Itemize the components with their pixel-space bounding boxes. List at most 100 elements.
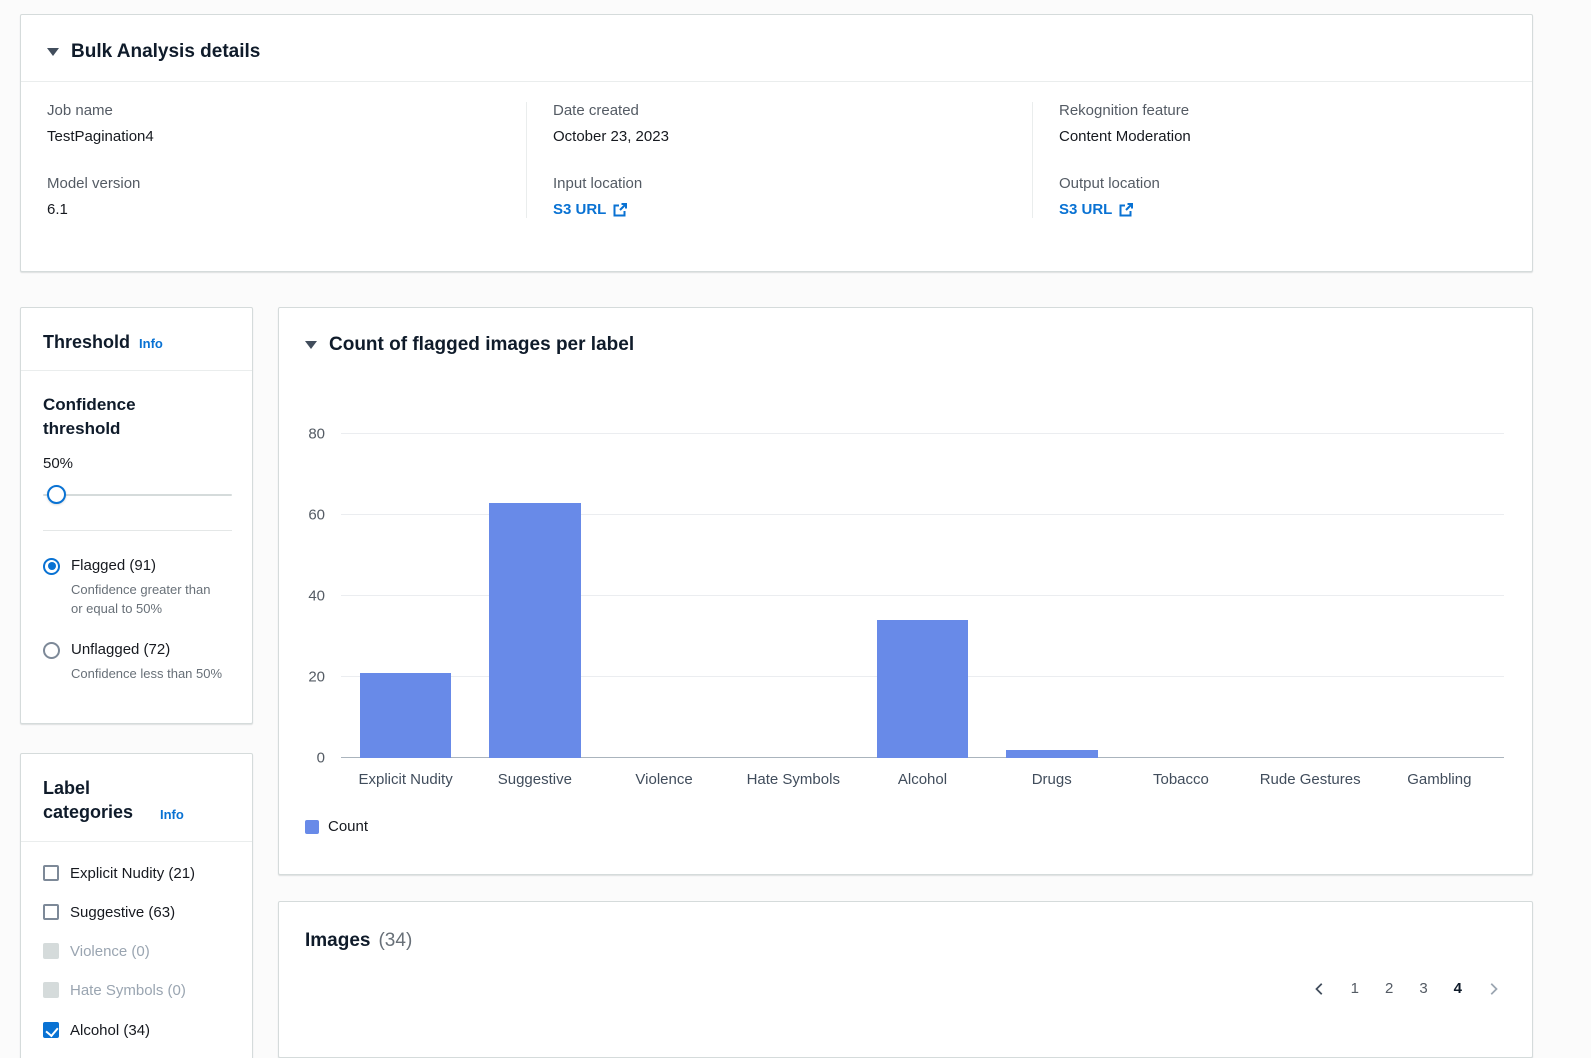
confidence-threshold-value: 50% (43, 454, 74, 472)
label-category-item[interactable]: Violence (0) (43, 942, 232, 962)
field-date-created: Date created October 23, 2023 (553, 102, 1006, 145)
x-axis-label: Suggestive (497, 771, 572, 788)
threshold-info-link[interactable]: Info (139, 336, 163, 352)
threshold-title: Threshold (43, 332, 131, 352)
gridline (341, 514, 1504, 515)
chart-legend: Count (305, 818, 1504, 835)
unflagged-option[interactable]: Unflagged (72) Confidence less than 50% (43, 641, 232, 684)
flagged-option[interactable]: Flagged (91) Confidence greater than or … (43, 557, 232, 619)
details-panel-header: Bulk Analysis details (21, 15, 1532, 82)
chart-title: Count of flagged images per label (329, 334, 635, 355)
details-column-3: Rekognition feature Content Moderation O… (1032, 102, 1532, 218)
output-s3-url-link[interactable]: S3 URL (1059, 201, 1134, 218)
flagged-filter-group: Flagged (91) Confidence greater than or … (43, 557, 232, 684)
label-categories-header: Label categories Info (21, 754, 252, 842)
field-input-location: Input location S3 URL (553, 175, 1006, 218)
threshold-header: Threshold Info (21, 308, 252, 372)
bar-explicit-nudity[interactable] (359, 672, 452, 758)
radio-icon[interactable] (43, 557, 60, 575)
chart-x-labels: Explicit Nudity Suggestive Violence Hate Sy… (341, 771, 1504, 788)
collapse-caret-icon[interactable] (305, 341, 317, 349)
unflagged-option-description: Confidence less than 50% (71, 665, 223, 681)
chevron-right-icon (1490, 982, 1498, 995)
input-s3-url-link[interactable]: S3 URL (553, 201, 628, 218)
x-axis-label: Explicit Nudity (358, 771, 453, 788)
checkbox-label: Alcohol (34) (70, 1021, 151, 1039)
field-label: Job name (47, 102, 113, 119)
confidence-slider[interactable] (43, 484, 232, 506)
details-column-1: Job name TestPagination4 Model version 6… (21, 102, 526, 218)
unflagged-option-label: Unflagged (72) (71, 640, 171, 658)
label-category-item[interactable]: Suggestive (63) (43, 903, 232, 923)
bar-slot (1246, 434, 1375, 758)
bar-slot (599, 434, 728, 758)
slider-track[interactable] (43, 493, 232, 496)
x-axis-label: Tobacco (1152, 771, 1209, 788)
gridline (341, 595, 1504, 596)
slider-handle[interactable] (47, 484, 66, 504)
bar-alcohol[interactable] (876, 620, 969, 758)
details-panel: Bulk Analysis details Job name TestPagin… (20, 14, 1533, 272)
details-column-2: Date created October 23, 2023 Input loca… (526, 102, 1032, 218)
y-tick-label: 40 (308, 587, 325, 605)
field-value: TestPagination4 (47, 128, 154, 145)
flagged-option-label: Flagged (91) (71, 556, 157, 574)
bar-slot (729, 434, 858, 758)
label-category-item[interactable]: Explicit Nudity (21) (43, 864, 232, 884)
page-button-4[interactable]: 4 (1444, 974, 1472, 1003)
page-button-2[interactable]: 2 (1375, 974, 1403, 1003)
x-axis-label: Drugs (1031, 771, 1072, 788)
images-title: Images (305, 930, 371, 951)
previous-page-button[interactable] (1305, 976, 1335, 1002)
x-axis-label: Rude Gestures (1259, 771, 1361, 788)
label-categories-panel: Label categories Info Explicit Nudity (2… (20, 753, 253, 1058)
field-label: Model version (47, 175, 141, 192)
field-rekognition-feature: Rekognition feature Content Moderation (1059, 102, 1506, 145)
checkbox-label: Suggestive (63) (70, 903, 176, 921)
checkbox[interactable] (43, 1021, 59, 1038)
checkbox[interactable] (43, 982, 59, 999)
threshold-body: Confidence threshold 50% Flagged (91) Co… (21, 371, 252, 725)
page-button-1[interactable]: 1 (1341, 974, 1369, 1003)
label-categories-title: Label categories (43, 778, 134, 823)
details-grid: Job name TestPagination4 Model version 6… (21, 82, 1532, 242)
divider (43, 529, 232, 531)
y-tick-label: 60 (308, 506, 325, 524)
bar-slot (341, 434, 470, 758)
page-button-3[interactable]: 3 (1409, 974, 1437, 1003)
field-value: 6.1 (47, 201, 68, 218)
bar-slot (987, 434, 1116, 758)
chevron-left-icon (1314, 982, 1322, 995)
label-categories-info-link[interactable]: Info (160, 806, 184, 822)
checkbox-label: Hate Symbols (0) (70, 982, 186, 1000)
details-panel-title: Bulk Analysis details (71, 41, 261, 62)
checkbox[interactable] (43, 864, 59, 881)
link-text: S3 URL (1059, 201, 1113, 218)
chart-panel: Count of flagged images per label 0 20 40 6… (278, 307, 1533, 875)
collapse-caret-icon[interactable] (47, 48, 59, 56)
bar-slot (858, 434, 987, 758)
checkbox[interactable] (43, 903, 59, 920)
field-model-version: Model version 6.1 (47, 175, 500, 218)
label-category-item[interactable]: Hate Symbols (0) (43, 981, 232, 1001)
bar-suggestive[interactable] (488, 502, 581, 758)
checkbox-label: Explicit Nudity (21) (70, 864, 196, 882)
field-label: Output location (1059, 175, 1160, 192)
checkbox[interactable] (43, 943, 59, 960)
label-category-item[interactable]: Alcohol (34) (43, 1021, 232, 1041)
x-axis-label: Hate Symbols (746, 771, 840, 788)
checkbox-label: Violence (0) (70, 943, 150, 961)
flagged-option-description: Confidence greater than or equal to 50% (71, 581, 211, 617)
next-page-button[interactable] (1478, 976, 1508, 1002)
x-axis-label: Alcohol (897, 771, 948, 788)
bar-slot (1375, 434, 1504, 758)
bar-drugs[interactable] (1005, 749, 1098, 758)
images-count: (34) (378, 930, 413, 951)
chart-plot: 0 20 40 60 80 (308, 426, 1504, 767)
radio-icon[interactable] (43, 641, 60, 659)
field-value: Content Moderation (1059, 128, 1191, 145)
external-link-icon (1119, 202, 1134, 216)
chart-header: Count of flagged images per label (279, 308, 1532, 374)
